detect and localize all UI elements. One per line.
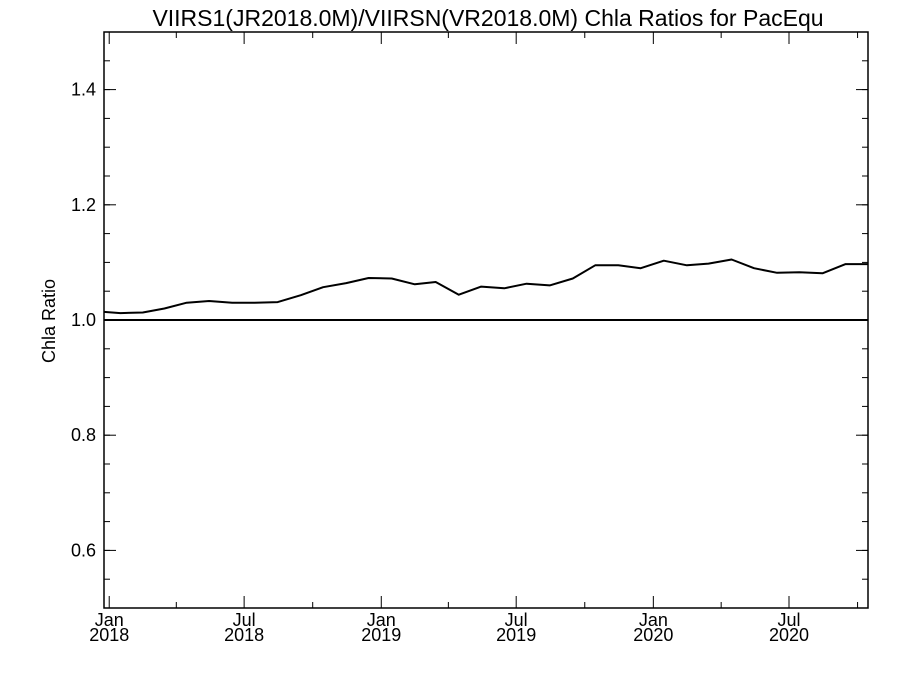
x-tick-month-label: Jul: [233, 610, 256, 630]
x-tick-year-label: 2020: [633, 625, 673, 645]
y-tick-label: 1.0: [71, 310, 96, 330]
x-tick-month-label: Jan: [95, 610, 124, 630]
x-tick-year-label: 2018: [89, 625, 129, 645]
x-tick-month-label: Jan: [639, 610, 668, 630]
x-tick-year-label: 2018: [224, 625, 264, 645]
y-tick-label: 1.4: [71, 80, 96, 100]
y-tick-label: 0.6: [71, 540, 96, 560]
plot-frame: [103, 31, 869, 609]
series-group: [103, 258, 868, 315]
x-tick-year-label: 2020: [769, 625, 809, 645]
y-axis-label: Chla Ratio: [39, 279, 59, 363]
x-tick-month-label: Jan: [367, 610, 396, 630]
chart-title: VIIRS1(JR2018.0M)/VIIRSN(VR2018.0M) Chla…: [152, 5, 823, 31]
x-tick-month-label: Jul: [777, 610, 800, 630]
x-tick-month-label: Jul: [505, 610, 528, 630]
y-tick-label: 0.8: [71, 425, 96, 445]
x-tick-year-label: 2019: [496, 625, 536, 645]
y-tick-label: 1.2: [71, 195, 96, 215]
series-line: [103, 258, 868, 315]
x-tick-year-label: 2019: [361, 625, 401, 645]
tick-labels: 0.60.81.01.21.4Jan2018Jul2018Jan2019Jul2…: [71, 80, 809, 645]
